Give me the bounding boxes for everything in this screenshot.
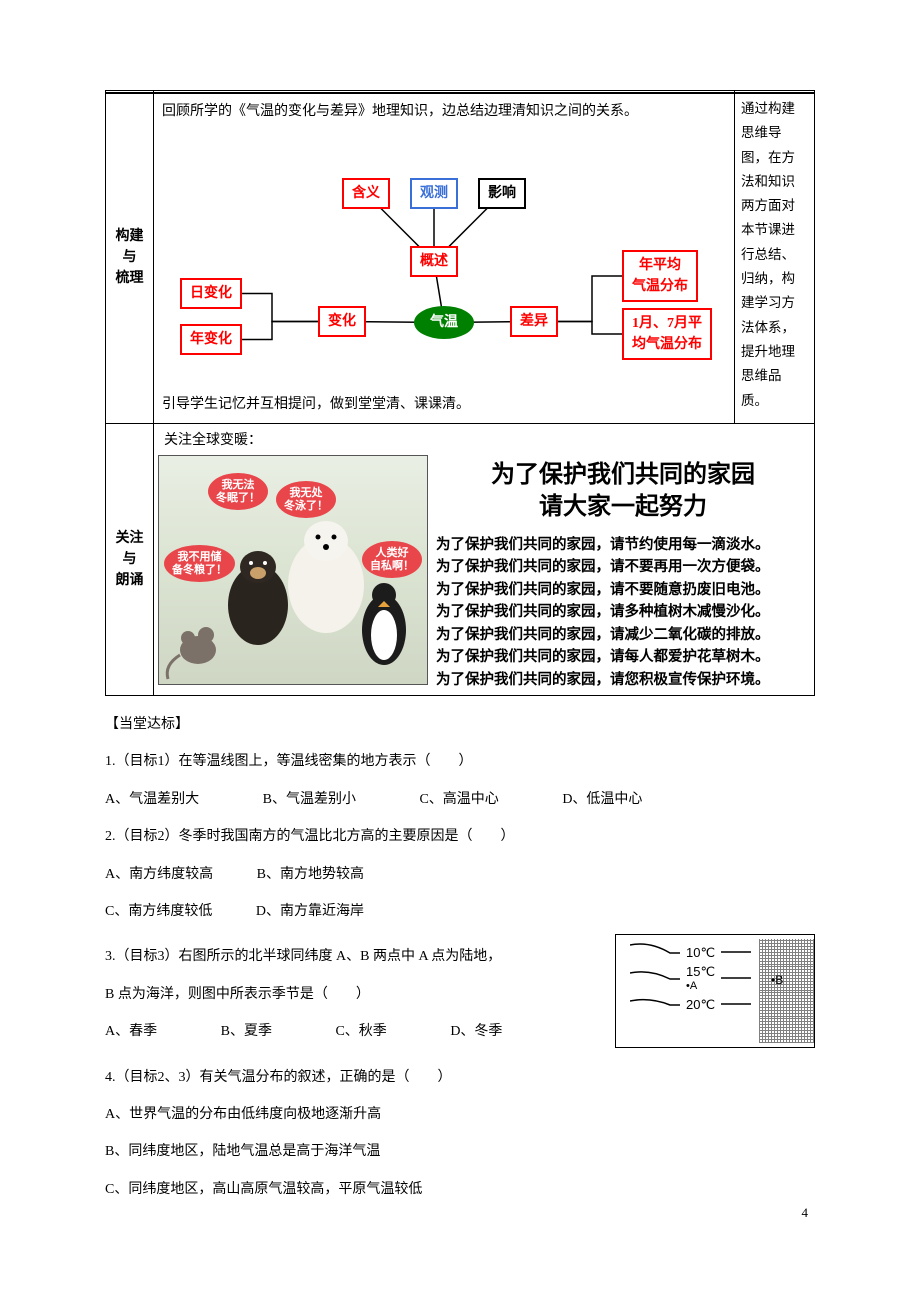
node-yingxiang: 影响 xyxy=(478,178,526,209)
q3-wrap: 3.（目标3）右图所示的北半球同纬度 A、B 两点中 A 点为陆地， B 点为海… xyxy=(105,934,815,1054)
q4-opt-c: C、同纬度地区，高山高原气温较高，平原气温较低 xyxy=(105,1175,815,1204)
pledge-title-1: 为了保护我们共同的家园 xyxy=(491,462,755,488)
q1-opts: A、气温差别大 B、气温差别小 C、高温中心 D、低温中心 xyxy=(105,785,815,814)
q1-opt-d: D、低温中心 xyxy=(562,785,642,814)
row2-label-text: 关注 与 朗诵 xyxy=(116,531,144,588)
q1-opt-a: A、气温差别大 xyxy=(105,785,199,814)
quiz-heading: 【当堂达标】 xyxy=(105,710,815,739)
pledge-title: 为了保护我们共同的家园 请大家一起努力 xyxy=(436,459,810,524)
q3-opts: A、春季 B、夏季 C、秋季 D、冬季 xyxy=(105,1017,605,1046)
node-guance: 观测 xyxy=(410,178,458,209)
iso-curve-3 xyxy=(630,991,680,1017)
q3-opt-a: A、春季 xyxy=(105,1017,157,1046)
quiz-section: 【当堂达标】 1.（目标1）在等温线图上，等温线密集的地方表示（ ） A、气温差… xyxy=(105,710,815,1204)
lesson-table: 构建 与 梳理 回顾所学的《气温的变化与差异》地理知识，边总结边理清知识之间的关… xyxy=(105,90,815,696)
q2-opt-a: A、南方纬度较高 xyxy=(105,860,213,889)
cartoon-panel: 我无法 冬眠了！我无处 冬泳了！ 我不用储 备冬粮了！ 人类好 自私啊！ xyxy=(158,455,428,685)
q2-opts-2: C、南方纬度较低 D、南方靠近海岸 xyxy=(105,897,815,926)
row1-intro: 回顾所学的《气温的变化与差异》地理知识，边总结边理清知识之间的关系。 xyxy=(162,101,726,122)
row1-label-text: 构建 与 梳理 xyxy=(116,229,144,286)
node-yueqiwen: 1月、7月平 均气温分布 xyxy=(622,308,712,360)
pledge-block: 为了保护我们共同的家园 请大家一起努力 为了保护我们共同的家园，请节约使用每一滴… xyxy=(436,455,810,691)
q3-stem1: 3.（目标3）右图所示的北半球同纬度 A、B 两点中 A 点为陆地， xyxy=(105,942,605,971)
iso-l2-wrap: 15℃ •A xyxy=(686,965,715,992)
iso-sea-1 xyxy=(759,939,814,965)
pledge-line-1: 为了保护我们共同的家园，请不要再用一次方便袋。 xyxy=(436,556,810,578)
q2-opts-1: A、南方纬度较高 B、南方地势较高 xyxy=(105,860,815,889)
q4-stem: 4.（目标2、3）有关气温分布的叙述，正确的是（ ） xyxy=(105,1063,815,1092)
pledge-line-5: 为了保护我们共同的家园，请每人都爱护花草树木。 xyxy=(436,646,810,668)
iso-sea-4 xyxy=(759,1017,814,1043)
pledge-lines: 为了保护我们共同的家园，请节约使用每一滴淡水。为了保护我们共同的家园，请不要再用… xyxy=(436,534,810,691)
row1-sidenote: 通过构建思维导图，在方法和知识两方面对本节课进行总结、归纳，构建学习方法体系，提… xyxy=(735,91,815,424)
iso-line-3 xyxy=(721,991,751,1017)
speech-bubble-2: 我不用储 备冬粮了！ xyxy=(164,545,235,582)
q3-opt-d: D、冬季 xyxy=(450,1017,502,1046)
row1-outro: 引导学生记忆并互相提问，做到堂堂清、课课清。 xyxy=(162,394,726,415)
speech-bubble-0: 我无法 冬眠了！ xyxy=(208,473,268,510)
node-chayi: 差异 xyxy=(510,306,558,337)
isotherm-figure: 10℃ 15℃ •A •B 20℃ xyxy=(615,934,815,1048)
iso-line-1 xyxy=(721,939,751,965)
q2-opt-d: D、南方靠近海岸 xyxy=(256,897,364,926)
iso-curve-2 xyxy=(630,965,680,991)
node-qiwen: 气温 xyxy=(414,306,474,339)
pledge-title-2: 请大家一起努力 xyxy=(539,494,707,520)
iso-l1: 10℃ xyxy=(686,943,715,963)
q3-stem2: B 点为海洋，则图中所表示季节是（ ） xyxy=(105,980,605,1009)
node-hanyi: 含义 xyxy=(342,178,390,209)
iso-curve-1 xyxy=(630,939,680,965)
global-warming-head: 关注全球变暖： xyxy=(164,430,810,451)
pledge-line-4: 为了保护我们共同的家园，请减少二氧化碳的排放。 xyxy=(436,624,810,646)
node-ribian: 日变化 xyxy=(180,278,242,309)
mindmap-diagram: 含义观测影响概述日变化年变化 变化 气温 差异 年平均 气温分布 1月、7月平 均气温分布 xyxy=(162,128,726,388)
page-number: 4 xyxy=(802,1203,809,1223)
q1-opt-b: B、气温差别小 xyxy=(263,785,356,814)
pledge-line-6: 为了保护我们共同的家园，请您积极宣传保护环境。 xyxy=(436,669,810,691)
q3-opt-b: B、夏季 xyxy=(221,1017,272,1046)
pledge-line-2: 为了保护我们共同的家园，请不要随意扔废旧电池。 xyxy=(436,579,810,601)
iso-l3: 20℃ xyxy=(686,995,715,1015)
speech-bubble-3: 人类好 自私啊！ xyxy=(362,541,422,578)
iso-sea-2: •B xyxy=(759,965,814,991)
iso-ptA: •A xyxy=(686,980,697,992)
row2-label: 关注 与 朗诵 xyxy=(106,424,154,696)
iso-l2: 15℃ xyxy=(686,964,715,979)
q4-opt-a: A、世界气温的分布由低纬度向极地逐渐升高 xyxy=(105,1100,815,1129)
header-rule xyxy=(105,92,815,94)
node-nianbian: 年变化 xyxy=(180,324,242,355)
node-gaishu: 概述 xyxy=(410,246,458,277)
q4-opt-b: B、同纬度地区，陆地气温总是高于海洋气温 xyxy=(105,1137,815,1166)
q1-opt-c: C、高温中心 xyxy=(419,785,498,814)
pledge-line-3: 为了保护我们共同的家园，请多种植树木减慢沙化。 xyxy=(436,601,810,623)
row2-content: 关注全球变暖： xyxy=(154,424,815,696)
q3-opt-c: C、秋季 xyxy=(335,1017,386,1046)
q2-opt-c: C、南方纬度较低 xyxy=(105,897,212,926)
iso-ptB: •B xyxy=(771,971,783,989)
node-bianhua: 变化 xyxy=(318,306,366,337)
q3-text: 3.（目标3）右图所示的北半球同纬度 A、B 两点中 A 点为陆地， B 点为海… xyxy=(105,934,605,1054)
q2-stem: 2.（目标2）冬季时我国南方的气温比北方高的主要原因是（ ） xyxy=(105,822,815,851)
row1-label: 构建 与 梳理 xyxy=(106,91,154,424)
iso-sea-3 xyxy=(759,991,814,1017)
pledge-line-0: 为了保护我们共同的家园，请节约使用每一滴淡水。 xyxy=(436,534,810,556)
q2-opt-b: B、南方地势较高 xyxy=(257,860,364,889)
iso-line-2 xyxy=(721,965,751,991)
node-nianpingjun: 年平均 气温分布 xyxy=(622,250,698,302)
speech-bubble-1: 我无处 冬泳了！ xyxy=(276,481,336,518)
row1-content: 回顾所学的《气温的变化与差异》地理知识，边总结边理清知识之间的关系。 含义观测影… xyxy=(154,91,735,424)
q1-stem: 1.（目标1）在等温线图上，等温线密集的地方表示（ ） xyxy=(105,747,815,776)
